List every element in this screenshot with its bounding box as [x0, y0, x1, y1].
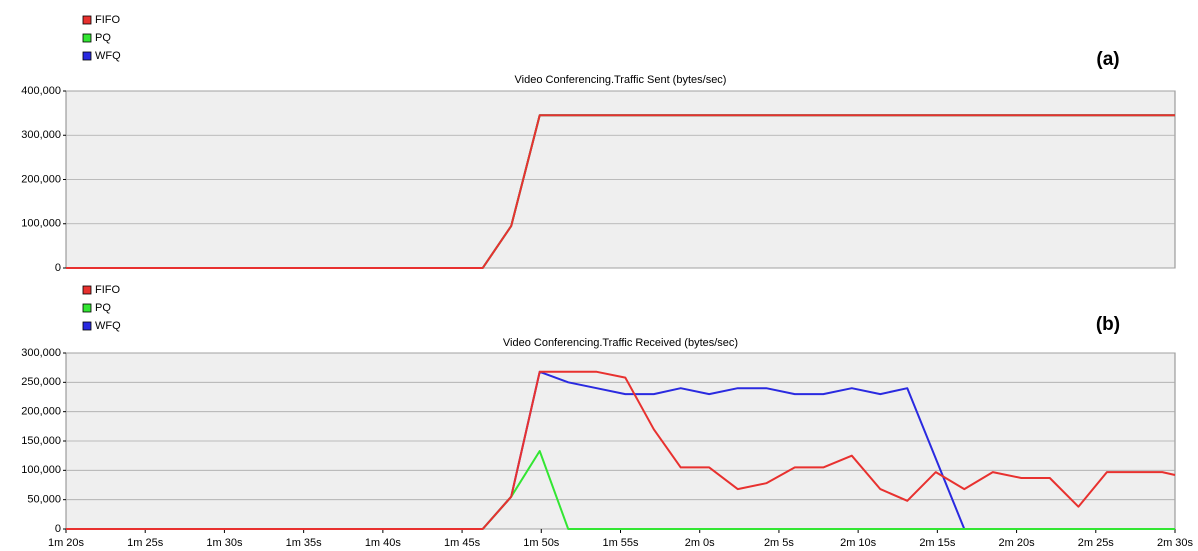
x-tick-label: 1m 50s [523, 537, 560, 549]
x-tick-label: 2m 20s [999, 537, 1036, 549]
series-line [66, 370, 1176, 530]
legend-label: PQ [95, 302, 111, 314]
y-tick-label: 100,000 [21, 218, 61, 230]
legend-swatch [82, 15, 92, 25]
x-tick-label: 1m 30s [206, 537, 243, 549]
y-tick-label: 200,000 [21, 406, 61, 418]
x-tick-label: 2m 10s [840, 537, 877, 549]
y-tick-label: 200,000 [21, 173, 61, 185]
y-tick-label: 50,000 [27, 494, 61, 506]
series-line [66, 114, 1175, 269]
x-tick-label: 2m 5s [764, 537, 794, 549]
legend-swatch [82, 321, 92, 331]
series-line [66, 450, 1175, 530]
legend-label: PQ [95, 32, 111, 44]
chart-title: Video Conferencing.Traffic Received (byt… [503, 337, 738, 349]
legend-label: WFQ [95, 320, 121, 332]
legend-swatch [82, 285, 92, 295]
y-tick-label: 300,000 [21, 347, 61, 359]
legend-swatch [82, 303, 92, 313]
x-tick-label: 1m 40s [365, 537, 402, 549]
x-tick-label: 1m 20s [48, 537, 85, 549]
x-tick-label: 1m 55s [602, 537, 639, 549]
x-tick-label: 1m 45s [444, 537, 481, 549]
x-tick-label: 2m 30s [1157, 537, 1194, 549]
x-tick-label: 2m 0s [685, 537, 715, 549]
y-tick-label: 250,000 [21, 376, 61, 388]
legend-label: WFQ [95, 50, 121, 62]
chart-title: Video Conferencing.Traffic Sent (bytes/s… [515, 74, 727, 86]
legend-label: FIFO [95, 14, 120, 26]
panel-label: (b) [1096, 314, 1120, 335]
x-tick-label: 1m 35s [286, 537, 323, 549]
legend-swatch [82, 33, 92, 43]
x-tick-label: 2m 25s [1078, 537, 1115, 549]
y-tick-label: 300,000 [21, 129, 61, 141]
y-tick-label: 150,000 [21, 435, 61, 447]
y-tick-label: 0 [55, 523, 61, 535]
x-tick-label: 2m 15s [919, 537, 956, 549]
legend-label: FIFO [95, 284, 120, 296]
panel-label: (a) [1096, 49, 1119, 70]
y-tick-label: 0 [55, 262, 61, 274]
y-tick-label: 400,000 [21, 85, 61, 97]
legend-swatch [82, 51, 92, 61]
y-tick-label: 100,000 [21, 464, 61, 476]
x-tick-label: 1m 25s [127, 537, 164, 549]
